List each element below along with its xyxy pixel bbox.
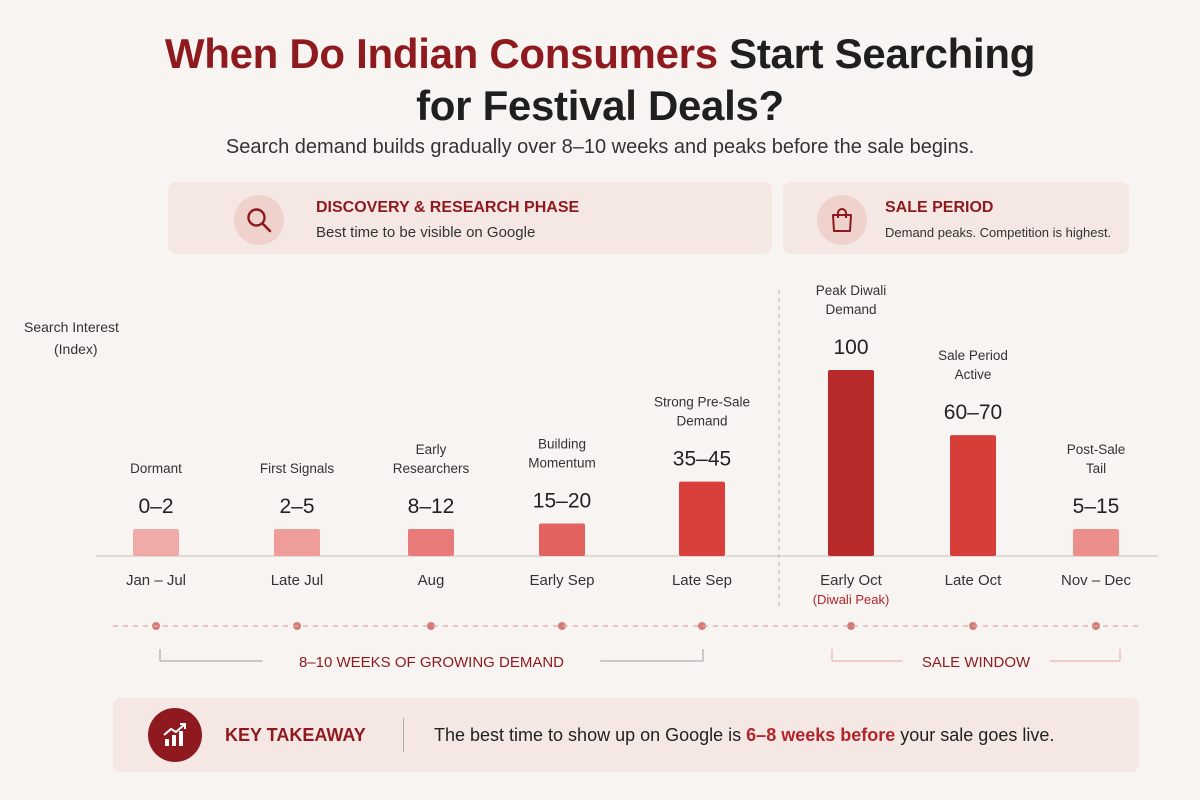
range-label-2: SALE WINDOW <box>922 654 1031 671</box>
category-label-8: Nov – Dec <box>1061 572 1132 589</box>
bar-5 <box>679 481 725 556</box>
annotation-5-line2: Demand <box>676 414 727 429</box>
y-axis-label-line2: (Index) <box>54 341 98 357</box>
annotation-4-line1: Building <box>538 436 586 451</box>
title-accent: When Do Indian Consumers <box>164 30 718 77</box>
bar-6 <box>828 370 874 556</box>
page-title: When Do Indian Consumers Start Searching… <box>0 28 1200 132</box>
category-label-3: Aug <box>418 572 445 589</box>
category-label-4: Early Sep <box>529 572 594 589</box>
y-axis-label: Search Interest (Index) <box>24 316 119 360</box>
value-label-8: 5–15 <box>1073 495 1120 518</box>
annotation-5-line1: Strong Pre-Sale <box>654 395 750 410</box>
value-label-2: 2–5 <box>279 495 314 518</box>
category-label-1: Jan – Jul <box>126 572 186 589</box>
page-subtitle: Search demand builds gradually over 8–10… <box>225 136 975 158</box>
range-label-1: 8–10 WEEKS OF GROWING DEMAND <box>299 654 564 671</box>
annotation-2: First Signals <box>260 461 335 476</box>
category-label-2: Late Jul <box>271 572 324 589</box>
discovery-phase-panel: DISCOVERY & RESEARCH PHASE Best time to … <box>168 182 772 254</box>
bar-chart: 0–2 Dormant Jan – Jul 2–5 First Signals Late … <box>96 283 1158 671</box>
key-takeaway-highlight: 6–8 weeks before <box>746 725 896 745</box>
annotation-8-line1: Post-Sale <box>1067 442 1126 457</box>
bar-7 <box>950 435 996 556</box>
sale-period-panel: SALE PERIOD Demand peaks. Competition is… <box>783 182 1129 254</box>
key-takeaway-text: The best time to show up on Google is 6–… <box>434 725 1054 746</box>
annotation-8-line2: Tail <box>1086 461 1106 476</box>
key-takeaway-text-after: your sale goes live. <box>895 725 1055 745</box>
value-label-6: 100 <box>833 336 868 359</box>
annotation-3-line2: Researchers <box>393 461 470 476</box>
key-takeaway-panel: KEY TAKEAWAY The best time to show up on… <box>113 698 1139 772</box>
value-label-1: 0–2 <box>138 495 173 518</box>
y-axis-label-line1: Search Interest <box>24 319 119 335</box>
timeline-dot-3 <box>427 622 435 630</box>
title-rest: Start Searching <box>729 30 1036 77</box>
value-label-7: 60–70 <box>944 401 1002 424</box>
bar-8 <box>1073 529 1119 556</box>
annotation-7-line1: Sale Period <box>938 348 1008 363</box>
timeline-dot-4 <box>558 622 566 630</box>
key-takeaway-divider <box>403 718 404 752</box>
annotation-4-line2: Momentum <box>528 455 596 470</box>
discovery-phase-desc: Best time to be visible on Google <box>316 224 536 241</box>
key-takeaway-title: KEY TAKEAWAY <box>225 725 366 745</box>
value-label-5: 35–45 <box>673 448 731 471</box>
trending-chart-icon <box>148 708 202 762</box>
category-label-5: Late Sep <box>672 572 732 589</box>
category-note-6: (Diwali Peak) <box>813 592 890 607</box>
search-icon <box>234 195 284 245</box>
bar-1 <box>133 529 179 556</box>
bar-2 <box>274 529 320 556</box>
category-label-6: Early Oct <box>820 572 883 589</box>
annotation-7-line2: Active <box>955 367 992 382</box>
annotation-3-line1: Early <box>416 442 447 457</box>
value-label-3: 8–12 <box>408 495 455 518</box>
annotation-6-line2: Demand <box>825 302 876 317</box>
bar-4 <box>539 523 585 556</box>
discovery-phase-title: DISCOVERY & RESEARCH PHASE <box>316 199 580 216</box>
shopping-bag-icon <box>817 195 867 245</box>
timeline-dot-5 <box>698 622 706 630</box>
sale-period-title: SALE PERIOD <box>885 199 994 216</box>
key-takeaway-text-before: The best time to show up on Google is <box>434 725 747 745</box>
category-label-7: Late Oct <box>945 572 1003 589</box>
title-line2: for Festival Deals? <box>416 82 784 129</box>
timeline-dot-6 <box>847 622 855 630</box>
sale-period-desc: Demand peaks. Competition is highest. <box>885 225 1112 240</box>
bar-3 <box>408 529 454 556</box>
annotation-6-line1: Peak Diwali <box>816 283 887 298</box>
value-label-4: 15–20 <box>533 489 591 512</box>
annotation-1: Dormant <box>130 461 182 476</box>
